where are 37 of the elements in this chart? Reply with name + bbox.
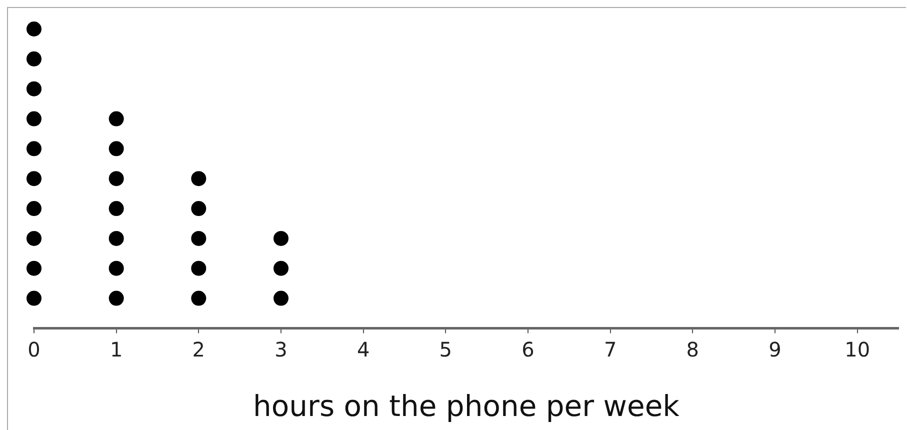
- point: [26, 51, 42, 66]
- x-tick-label: 5: [439, 337, 452, 362]
- x-tick-label: 6: [522, 337, 534, 362]
- point: [26, 171, 42, 186]
- point: [191, 290, 206, 306]
- x-tick-label: 3: [274, 337, 288, 362]
- point: [274, 230, 288, 246]
- point: [108, 260, 124, 276]
- point: [108, 141, 124, 156]
- x-tick-label: 1: [110, 337, 123, 362]
- point: [191, 171, 206, 186]
- x-tick-label: 7: [604, 337, 617, 362]
- point: [191, 260, 206, 276]
- point: [26, 290, 42, 306]
- x-tick-label: 2: [192, 337, 206, 362]
- point: [191, 201, 206, 216]
- point: [26, 111, 42, 126]
- point: [26, 141, 42, 156]
- point: [26, 260, 42, 276]
- point: [26, 201, 42, 216]
- x-tick-label: 0: [28, 337, 40, 362]
- x-tick-label: 9: [768, 337, 782, 362]
- point: [108, 201, 124, 216]
- point: [108, 171, 124, 186]
- point: [191, 230, 206, 246]
- point: [108, 111, 124, 126]
- point: [26, 81, 42, 96]
- point: [274, 290, 288, 306]
- point: [274, 260, 288, 276]
- point: [26, 230, 42, 246]
- x-tick-label: 4: [356, 337, 370, 362]
- x-tick-label: 10: [844, 337, 870, 362]
- point: [108, 290, 124, 306]
- x-tick-label: 8: [686, 337, 700, 362]
- x-axis-title: hours on the phone per week: [253, 389, 680, 424]
- point: [108, 230, 124, 246]
- point: [26, 22, 42, 36]
